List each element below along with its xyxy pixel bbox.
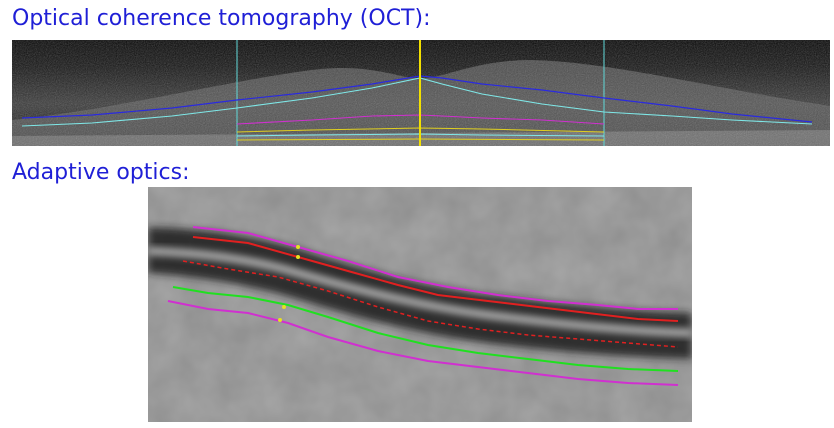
adaptive-optics-heading: Adaptive optics: (12, 160, 190, 186)
ao-marker-lower-lumen[interactable] (282, 305, 286, 309)
ao-marker-upper-lumen[interactable] (296, 255, 300, 259)
adaptive-optics-image (148, 187, 692, 422)
ao-marker-upper-wall[interactable] (296, 245, 300, 249)
oct-heading: Optical coherence tomography (OCT): (12, 6, 430, 32)
ao-marker-lower-wall[interactable] (278, 318, 282, 322)
oct-scan-image (12, 40, 830, 146)
